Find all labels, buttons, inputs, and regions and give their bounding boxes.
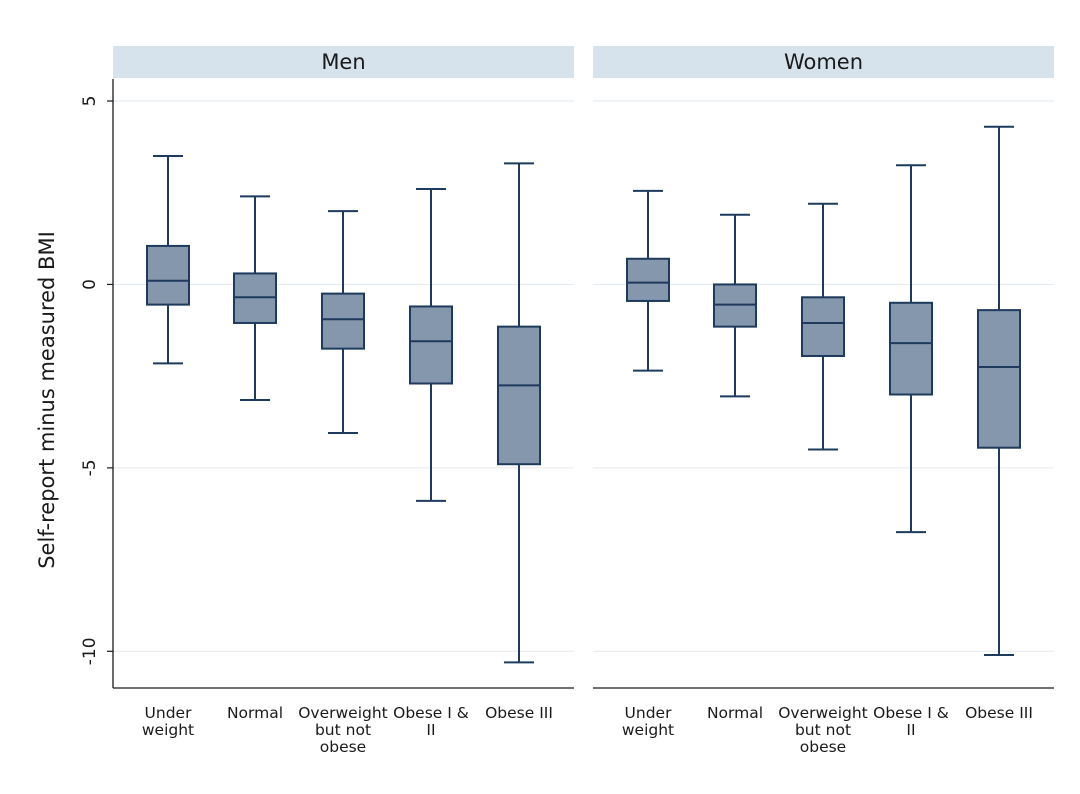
box-0-4 bbox=[497, 162, 541, 664]
x-tick-label: Obese I & II bbox=[393, 704, 469, 739]
panel-headers: Men Women bbox=[113, 46, 1054, 78]
iqr-box bbox=[497, 325, 541, 466]
box-0-3 bbox=[409, 188, 453, 502]
y-tick-label: 0 bbox=[80, 279, 100, 290]
y-ticks: 5 0 -5 -10 bbox=[80, 96, 113, 665]
x-tick-label: Normal bbox=[707, 704, 763, 722]
panel-title: Men bbox=[321, 50, 365, 74]
iqr-box bbox=[889, 301, 933, 396]
iqr-box bbox=[626, 257, 670, 302]
y-tick-label: 5 bbox=[80, 96, 100, 107]
boxes bbox=[146, 125, 1021, 664]
axes bbox=[112, 79, 1054, 689]
iqr-box bbox=[321, 292, 365, 350]
y-axis-title: Self-report minus measured BMI bbox=[35, 231, 59, 569]
x-tick-label: Overweight but not obese bbox=[778, 704, 868, 756]
box-1-1 bbox=[713, 213, 757, 398]
box-0-2 bbox=[321, 210, 365, 435]
box-0-0 bbox=[146, 155, 190, 365]
x-tick-label: Overweight but not obese bbox=[298, 704, 388, 756]
y-tick-label: -5 bbox=[80, 459, 100, 476]
panel-title: Women bbox=[784, 50, 863, 74]
x-tick-label: Under weight bbox=[622, 704, 674, 739]
box-1-0 bbox=[626, 189, 670, 372]
box-1-3 bbox=[889, 164, 933, 534]
box-0-1 bbox=[233, 195, 277, 402]
panel-header-0 bbox=[113, 46, 574, 78]
box-1-4 bbox=[977, 125, 1021, 656]
panel-header-1 bbox=[593, 46, 1054, 78]
x-tick-label: Normal bbox=[227, 704, 283, 722]
x-tick-label: Obese III bbox=[485, 704, 553, 722]
y-tick-label: -10 bbox=[80, 637, 100, 665]
iqr-box bbox=[801, 296, 845, 357]
x-tick-label: Obese I & II bbox=[873, 704, 949, 739]
x-tick-label: Obese III bbox=[965, 704, 1033, 722]
iqr-box bbox=[409, 305, 453, 385]
iqr-box bbox=[146, 244, 190, 306]
box-1-2 bbox=[801, 202, 845, 451]
x-tick-label: Under weight bbox=[142, 704, 194, 739]
iqr-box bbox=[977, 309, 1021, 449]
